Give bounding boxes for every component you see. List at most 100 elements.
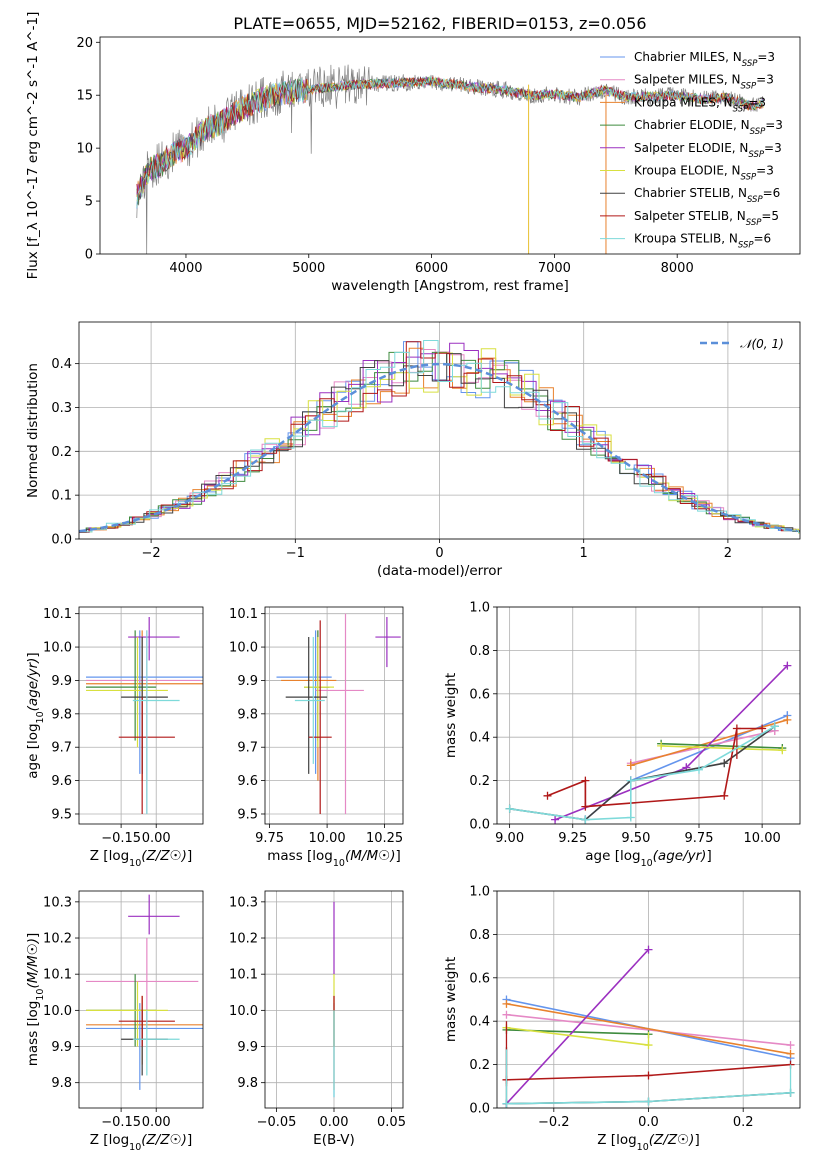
axes-frame — [264, 890, 404, 1109]
weight-line-salpeter_miles — [506, 1013, 791, 1046]
weight-marker-salpeter_stelib — [644, 1071, 653, 1080]
legend-label: 𝒩(0, 1) — [740, 337, 784, 351]
y-tick-label: 0 — [85, 248, 93, 263]
axes-frame — [496, 890, 801, 1109]
y-tick-label: 1.0 — [469, 601, 490, 616]
x-tick-label: 9.75 — [685, 831, 714, 846]
x-tick-label: 9.50 — [621, 831, 650, 846]
x-tick-label: 0.2 — [733, 1115, 754, 1130]
normal-curve — [78, 362, 798, 533]
y-tick-label: 0.0 — [51, 533, 72, 548]
legend-label: Salpeter ELODIE, NSSP=3 — [634, 141, 782, 160]
y-axis-label: Flux [f_λ 10^-17 erg cm^-2 s^-1 A^-1] — [25, 12, 41, 280]
histogram-salpeter_stelib — [79, 341, 800, 533]
x-tick-label: −0.15 — [101, 1115, 141, 1130]
x-tick-label: 0 — [435, 546, 443, 561]
weight-line-salpeter_elodie — [505, 949, 650, 1105]
x-axis-label: E(B-V) — [313, 1132, 355, 1148]
x-tick-label: −1 — [286, 546, 305, 561]
x-tick-label: 0.00 — [142, 831, 171, 846]
y-tick-label: 9.7 — [237, 741, 258, 756]
y-tick-label: 9.7 — [51, 741, 72, 756]
weight-marker-salpeter_stelib — [543, 791, 552, 800]
x-tick-label: 10.00 — [744, 831, 781, 846]
y-tick-label: 10.0 — [229, 641, 258, 656]
y-tick-label: 10.1 — [43, 607, 72, 622]
x-axis-label: Z [log10(Z/Z☉)] — [90, 848, 192, 869]
panel-weight_vs_age: 9.00 9.25 9.50 9.75 10.00 0.0 0.2 0.4 0.6 0.8 1.0 a… — [443, 601, 801, 869]
histogram-kroupa_stelib — [79, 340, 800, 533]
y-tick-label: 10.1 — [229, 607, 258, 622]
y-tick-label: 20 — [76, 36, 93, 51]
panel-residuals: −2 −1 0 1 2 0.0 0.1 0.2 0.3 0.4 (data-model)/error… — [25, 321, 801, 579]
panel-age_vs_Z: −0.15 0.00 9.5 9.6 9.7 9.8 9.9 10.0 10.1 Z [log10… — [25, 606, 204, 869]
y-tick-label: 9.6 — [51, 774, 72, 789]
axes-frame — [496, 606, 801, 825]
y-tick-label: 0.4 — [51, 357, 72, 372]
panel-mass_vs_Z: −0.15 0.00 9.8 9.9 10.0 10.1 10.2 10.3 Z [log10(… — [25, 890, 204, 1153]
panel-spectrum: 4000 5000 6000 7000 8000 0 5 10 15 20 wavelength [… — [25, 12, 801, 294]
y-tick-label: 9.8 — [51, 1076, 72, 1091]
y-tick-label: 9.9 — [237, 674, 258, 689]
axes-frame — [99, 36, 801, 255]
panel-age_vs_mass: 9.75 10.00 10.25 9.5 9.6 9.7 9.8 9.9 10.0 10.1 mas… — [229, 606, 404, 869]
x-axis-label: age [log10(age/yr)] — [585, 848, 711, 869]
legend-label: Salpeter MILES, NSSP=3 — [634, 73, 774, 92]
y-tick-label: 9.9 — [51, 1040, 72, 1055]
x-tick-label: 9.25 — [558, 831, 587, 846]
y-tick-label: 10.0 — [43, 641, 72, 656]
x-tick-label: 8000 — [661, 261, 694, 276]
spectrum-legend: Chabrier MILES, NSSP=3 Salpeter MILES, NS… — [600, 50, 783, 251]
x-tick-label: −0.15 — [101, 831, 141, 846]
weight-marker-kroupa_stelib — [644, 1097, 653, 1106]
weight-line-kroupa_elodie — [506, 1026, 649, 1046]
y-tick-label: 0.6 — [469, 687, 490, 702]
residuals-legend: 𝒩(0, 1) — [700, 337, 784, 351]
weight-marker-kroupa_stelib — [505, 804, 514, 813]
y-tick-label: 0.4 — [469, 1015, 490, 1030]
panel-weight_vs_Z: −0.2 0.0 0.2 0.0 0.2 0.4 0.6 0.8 1.0 Z [log10(Z/Z… — [443, 885, 801, 1153]
histogram-chabrier_stelib — [79, 353, 800, 533]
y-tick-label: 9.6 — [237, 774, 258, 789]
x-axis-label: mass [log10(M/M☉)] — [267, 848, 401, 869]
y-axis-label: mass weight — [443, 957, 459, 1042]
y-axis-label: age [log10(age/yr)] — [25, 652, 46, 778]
y-tick-label: 9.9 — [237, 1040, 258, 1055]
y-tick-label: 10.3 — [229, 895, 258, 910]
weight-marker-salpeter_stelib — [720, 791, 729, 800]
figure-title: PLATE=0655, MJD=52162, FIBERID=0153, z=0… — [233, 14, 646, 33]
y-tick-label: 10.2 — [43, 932, 72, 947]
y-axis-label: mass weight — [443, 673, 459, 758]
x-tick-label: 10.00 — [308, 831, 345, 846]
weight-line-kroupa_elodie — [661, 745, 783, 751]
weight-line-chabrier_elodie — [661, 742, 783, 749]
x-axis-label: Z [log10(Z/Z☉)] — [90, 1132, 192, 1153]
y-tick-label: 10 — [76, 142, 93, 157]
y-tick-label: 9.5 — [237, 807, 258, 822]
x-axis-label: Z [log10(Z/Z☉)] — [597, 1132, 699, 1153]
x-axis-label: (data-model)/error — [377, 563, 503, 579]
weight-marker-kroupa_stelib — [581, 815, 590, 824]
y-tick-label: 5 — [85, 195, 93, 210]
x-tick-label: 0.05 — [377, 1115, 406, 1130]
y-tick-label: 9.5 — [51, 807, 72, 822]
x-axis-label: wavelength [Angstrom, rest frame] — [331, 278, 569, 294]
weight-marker-salpeter_stelib — [758, 724, 767, 733]
legend-label: Kroupa MILES, NSSP=3 — [634, 95, 766, 114]
x-tick-label: 5000 — [292, 261, 325, 276]
model-spectrum-kroupa_stelib — [136, 76, 764, 208]
y-tick-label: 9.8 — [51, 707, 72, 722]
x-tick-label: −0.05 — [257, 1115, 297, 1130]
weight-marker-kroupa_miles — [786, 1049, 795, 1058]
legend-label: Chabrier STELIB, NSSP=6 — [634, 186, 780, 205]
weight-marker-kroupa_stelib — [695, 765, 703, 774]
axes-frame — [78, 890, 204, 1109]
x-tick-label: 0.00 — [142, 1115, 171, 1130]
histogram-kroupa_miles — [79, 347, 800, 534]
y-tick-label: 0.1 — [51, 489, 72, 504]
weight-marker-chabrier_stelib — [720, 759, 729, 768]
y-tick-label: 0.8 — [469, 644, 490, 659]
y-axis-label: Normed distribution — [25, 363, 41, 498]
y-tick-label: 0.4 — [469, 731, 490, 746]
y-tick-label: 0.3 — [51, 401, 72, 416]
